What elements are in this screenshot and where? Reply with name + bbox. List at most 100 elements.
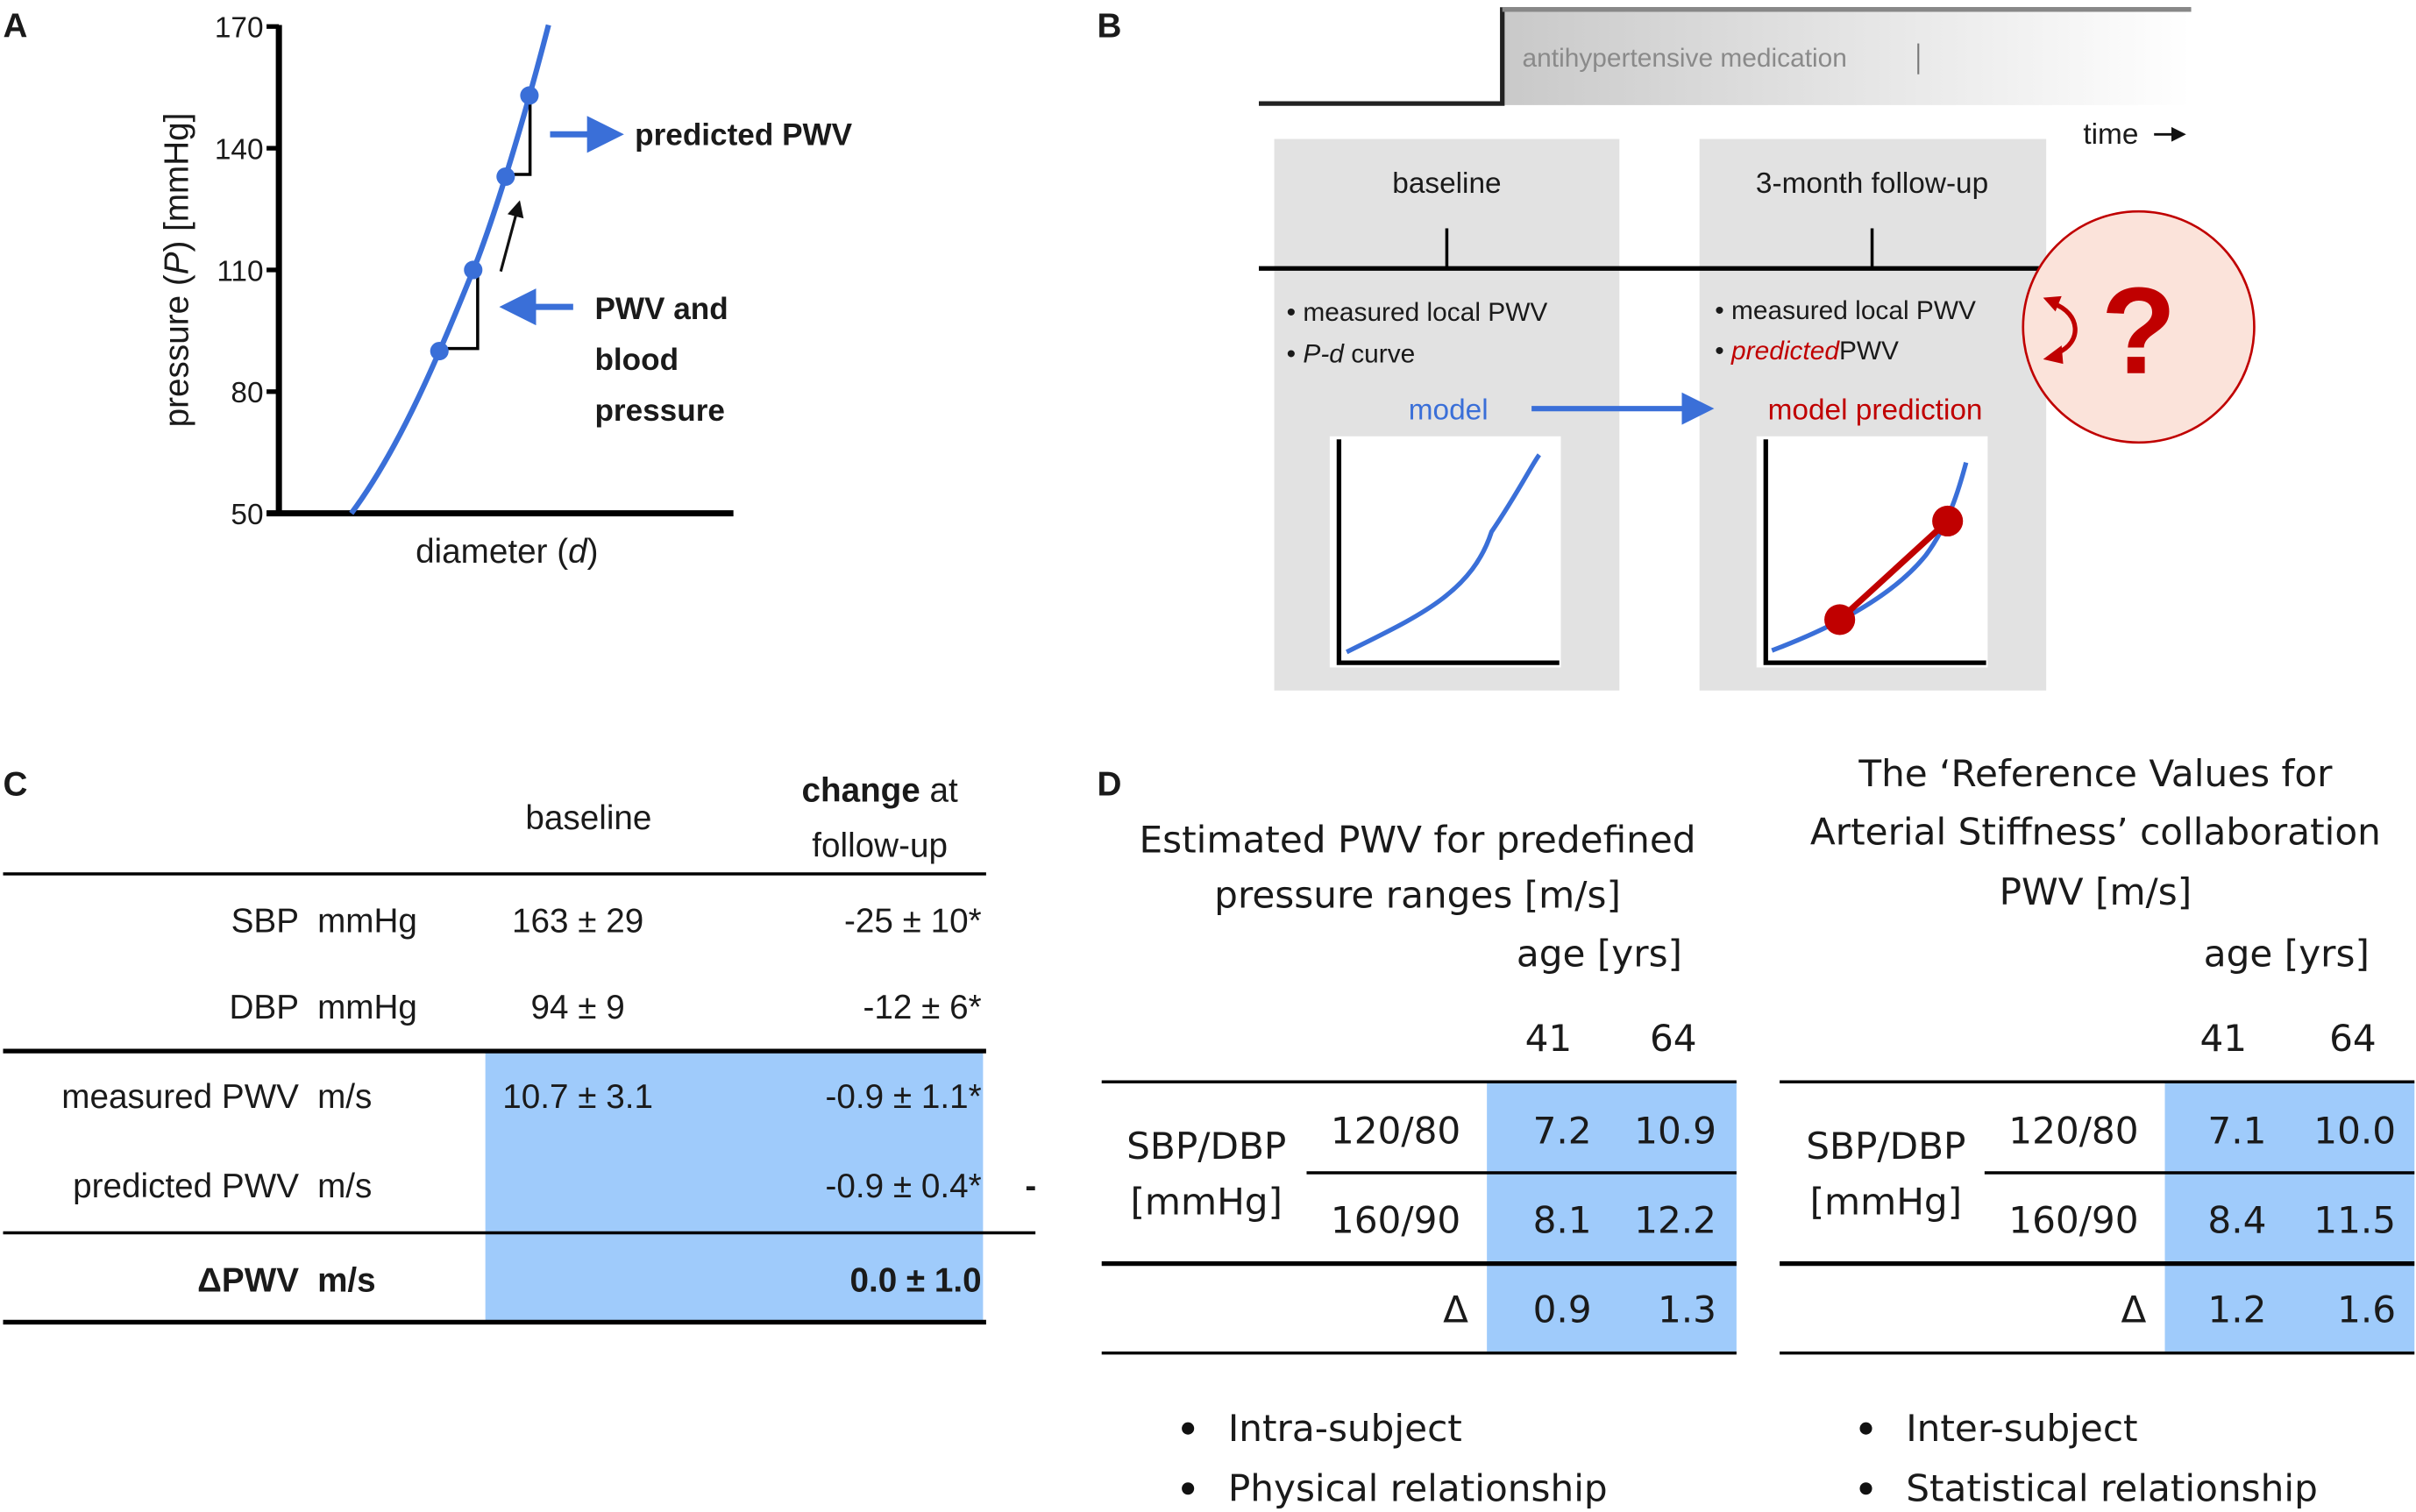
row-unit: mmHg	[317, 903, 417, 941]
row-name: SBP	[231, 903, 299, 941]
delta-row: Δ 0.9 1.3	[1443, 1288, 1716, 1331]
delta-label: Δ	[1443, 1288, 1468, 1331]
loop-arrow-icon	[2052, 302, 2078, 356]
annotation-predicted-pwv: predicted PWV	[635, 118, 853, 153]
age-64-header: 64	[2329, 1017, 2377, 1060]
question-circle	[2022, 209, 2256, 444]
y-ticks: 50 80 110 140 170	[215, 12, 280, 531]
bullet-text: Physical relationship	[1228, 1466, 1608, 1509]
row-group-label: SBP/DBP	[1126, 1125, 1286, 1168]
table-row: ΔPWV m/s 0.0 ± 1.0	[197, 1261, 981, 1299]
table-title-line: pressure ranges [m/s]	[1214, 874, 1621, 917]
highlight-cells	[485, 1051, 984, 1324]
annotation-measured-line3: pressure	[594, 394, 724, 428]
row-group-unit: [mmHg]	[1810, 1180, 1963, 1223]
highlight-cells	[2164, 1082, 2415, 1352]
pd-curve	[349, 24, 551, 515]
shift-arrow	[499, 200, 524, 273]
row-baseline-value: 94 ± 9	[531, 989, 625, 1026]
pressure-range: 160/90	[1331, 1198, 1460, 1241]
baseline-bullet-2: • P-d curve	[1287, 339, 1416, 368]
model-label: model	[1409, 394, 1489, 426]
row-change-value: -12 ± 6*	[863, 989, 982, 1026]
row-unit: m/s	[317, 1261, 376, 1299]
age-header: age [yrs]	[1517, 932, 1682, 975]
panel-label-d: D	[1097, 765, 1121, 803]
table-d-reference: The ‘Reference Values for Arterial Stiffn…	[1780, 752, 2415, 1509]
value-age-64: 12.2	[1634, 1198, 1716, 1241]
table-row: 160/90 8.4 11.5	[2008, 1198, 2396, 1241]
stray-mark: -	[1025, 1168, 1036, 1205]
value-age-41: 8.4	[2207, 1198, 2266, 1241]
header-change-line2: follow-up	[812, 827, 948, 865]
age-41-header: 41	[2199, 1017, 2247, 1060]
x-axis-label: diameter (d)	[416, 533, 598, 571]
annotation-measured-line2: blood	[594, 343, 679, 377]
bullet-text: Statistical relationship	[1906, 1466, 2318, 1509]
y-tick-label: 110	[217, 255, 263, 287]
medication-label: antihypertensive medication	[1523, 44, 1847, 73]
table-row: DBP mmHg 94 ± 9 -12 ± 6*	[230, 989, 982, 1026]
row-unit: m/s	[317, 1168, 372, 1205]
y-tick-label: 140	[215, 133, 264, 166]
loop-arrow-head-top	[2043, 295, 2062, 312]
value-age-41: 7.2	[1533, 1110, 1592, 1153]
bullet-dot-icon	[1859, 1422, 1872, 1435]
pressure-range: 120/80	[2008, 1110, 2138, 1153]
followup-bullet-1: • measured local PWV	[1715, 296, 1976, 325]
row-group-label: SBP/DBP	[1806, 1125, 1965, 1168]
baseline-plot-axes	[1336, 439, 1560, 665]
bullet-dot-icon	[1182, 1422, 1195, 1435]
panel-c: C baseline change at follow-up SBP mmHg 16…	[3, 765, 1036, 1325]
medication-band	[1502, 9, 2192, 105]
header-baseline: baseline	[525, 799, 651, 837]
baseline-model-plot	[1329, 436, 1561, 668]
value-age-64: 10.0	[2313, 1110, 2396, 1153]
delta-age-41: 0.9	[1533, 1288, 1592, 1331]
delta-age-64: 1.6	[2337, 1288, 2396, 1331]
table-row: 160/90 8.1 12.2	[1331, 1198, 1716, 1241]
curve-point-measured-high	[464, 260, 483, 280]
table-title-line: Estimated PWV for predefined	[1140, 818, 1696, 861]
table-title-line: Arterial Stiffness’ collaboration	[1810, 811, 2381, 854]
table-title-line: The ‘Reference Values for	[1858, 752, 2333, 795]
followup-prediction-plot	[1756, 436, 1988, 668]
loop-arrow-head-bottom	[2043, 345, 2064, 365]
delta-label: Δ	[2121, 1288, 2147, 1331]
row-name: ΔPWV	[197, 1261, 299, 1299]
row-name: measured PWV	[61, 1078, 299, 1116]
time-label: time	[2083, 118, 2138, 151]
value-age-41: 7.1	[2207, 1110, 2266, 1153]
bullet-dot-icon	[1859, 1482, 1872, 1495]
annotation-measured-line1: PWV and	[594, 292, 728, 326]
highlight-cells	[1487, 1082, 1737, 1352]
row-baseline-value: 10.7 ± 3.1	[502, 1078, 653, 1116]
y-tick-label: 50	[231, 499, 263, 531]
panel-d: D Estimated PWV for predefined pressure r…	[1097, 752, 2415, 1509]
panel-label-c: C	[4, 765, 28, 803]
curve-point-measured-low	[430, 341, 449, 361]
curve-point-predicted-low	[496, 167, 515, 187]
row-change-value: 0.0 ± 1.0	[849, 1261, 981, 1299]
followup-model-curve	[1771, 461, 1969, 653]
baseline-model-curve	[1346, 453, 1542, 655]
delta-row: Δ 1.2 1.6	[2121, 1288, 2397, 1331]
prediction-point-high	[1932, 505, 1964, 537]
row-group-unit: [mmHg]	[1130, 1180, 1283, 1223]
panel-b: B antihypertensive medication time basel…	[1097, 7, 2256, 691]
table-title-line: PWV [m/s]	[2000, 870, 2192, 913]
bullet-text: Inter-subject	[1906, 1407, 2137, 1450]
delta-age-64: 1.3	[1658, 1288, 1716, 1331]
age-header: age [yrs]	[2204, 932, 2370, 975]
curve-point-predicted-high	[520, 86, 539, 105]
row-name: DBP	[230, 989, 299, 1026]
row-change-value: -25 ± 10*	[844, 903, 982, 941]
followup-plot-axes	[1763, 439, 1986, 665]
pressure-range: 120/80	[1331, 1110, 1460, 1153]
curve-points	[430, 86, 539, 361]
age-41-header: 41	[1525, 1017, 1573, 1060]
value-age-64: 11.5	[2313, 1198, 2396, 1241]
panel-a: A 50 80 110 140 170 pressure (P) [mmHg] diam…	[4, 8, 853, 571]
table-c-rows: SBP mmHg 163 ± 29 -25 ± 10* DBP mmHg 94 ± 9 -12…	[61, 903, 981, 1300]
